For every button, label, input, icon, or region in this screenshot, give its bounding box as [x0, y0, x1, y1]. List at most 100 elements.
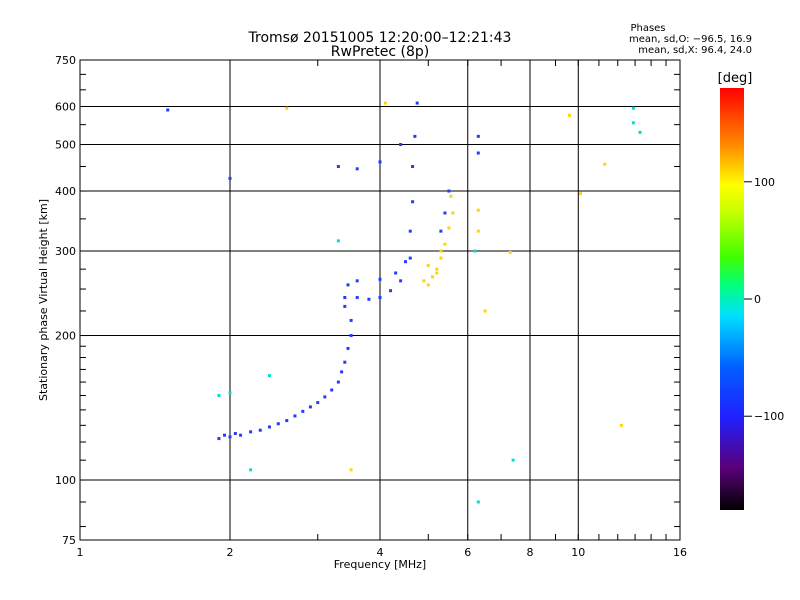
- data-point: [411, 164, 415, 168]
- y-tick-label: 75: [62, 534, 76, 547]
- data-point: [408, 229, 412, 233]
- y-tick-label: 400: [55, 185, 76, 198]
- data-point: [276, 422, 280, 426]
- data-point: [258, 428, 262, 432]
- data-point: [228, 435, 232, 439]
- data-point: [166, 108, 170, 112]
- data-point: [378, 277, 382, 281]
- data-point: [217, 394, 221, 398]
- y-tick-label: 750: [55, 54, 76, 67]
- data-point: [631, 106, 635, 110]
- x-tick-labels: 1 2 4 6 8 10 16: [77, 546, 688, 559]
- axis-ticks: [79, 59, 681, 540]
- data-point: [439, 229, 443, 233]
- chart-title: Tromsø 20151005 12:20:00–12:21:43: [248, 30, 512, 46]
- data-point: [340, 370, 344, 374]
- data-point: [394, 271, 398, 275]
- data-point: [443, 211, 447, 215]
- colorbar-label: [deg]: [718, 71, 753, 86]
- data-point: [399, 279, 403, 283]
- data-point: [249, 430, 253, 434]
- data-point: [435, 267, 439, 271]
- y-tick-label: 100: [55, 474, 76, 487]
- x-axis-label: Frequency [MHz]: [334, 558, 426, 571]
- phases-o-stats: mean, sd,O: −96.5, 16.9: [629, 34, 752, 45]
- colorbar: [720, 88, 744, 510]
- phases-title: Phases: [630, 23, 665, 34]
- data-point: [508, 250, 512, 254]
- data-point: [367, 297, 371, 301]
- colorbar-tick-label: −100: [754, 410, 784, 423]
- data-point: [308, 405, 312, 409]
- data-point: [267, 374, 271, 378]
- colorbar-ticks: 100 0 −100: [744, 176, 784, 423]
- data-point: [378, 296, 382, 300]
- data-point: [267, 425, 271, 429]
- data-point: [228, 391, 232, 395]
- data-point: [431, 275, 435, 279]
- data-point: [631, 121, 635, 125]
- data-point: [355, 167, 359, 171]
- data-point: [619, 423, 623, 427]
- chart-subtitle: RwPretec (8p): [331, 44, 429, 60]
- x-tick-label: 1: [77, 546, 84, 559]
- data-point: [349, 468, 353, 472]
- data-point: [449, 194, 453, 198]
- data-point: [343, 304, 347, 308]
- data-point: [301, 409, 305, 413]
- data-point: [567, 113, 571, 117]
- x-tick-label: 2: [227, 546, 234, 559]
- data-point: [346, 283, 350, 287]
- data-point: [451, 211, 455, 215]
- colorbar-tick-label: 100: [754, 176, 775, 189]
- data-point: [383, 101, 387, 105]
- x-tick-label: 16: [673, 546, 687, 559]
- data-point: [293, 414, 297, 418]
- x-tick-label: 10: [571, 546, 585, 559]
- data-point: [378, 160, 382, 164]
- data-point: [426, 283, 430, 287]
- grid-lines: [80, 60, 680, 540]
- data-point: [476, 134, 480, 138]
- data-point: [223, 433, 227, 437]
- data-point: [473, 249, 477, 253]
- y-tick-label: 300: [55, 245, 76, 258]
- data-points: [166, 101, 642, 504]
- data-point: [439, 256, 443, 260]
- data-point: [511, 458, 515, 462]
- data-point: [603, 162, 607, 166]
- data-point: [355, 296, 359, 300]
- data-point: [439, 249, 443, 253]
- data-point: [447, 226, 451, 230]
- data-point: [476, 151, 480, 155]
- data-point: [447, 189, 451, 193]
- data-point: [415, 101, 419, 105]
- data-point: [343, 296, 347, 300]
- data-point: [638, 130, 642, 134]
- data-point: [330, 388, 334, 392]
- data-point: [476, 500, 480, 504]
- data-point: [399, 143, 403, 147]
- data-point: [443, 242, 447, 246]
- data-point: [217, 437, 221, 441]
- data-point: [483, 309, 487, 313]
- y-tick-labels: 75 100 200 300 400 500 600 750: [55, 54, 76, 547]
- data-point: [336, 164, 340, 168]
- y-tick-label: 200: [55, 330, 76, 343]
- data-point: [349, 318, 353, 322]
- data-point: [349, 334, 353, 338]
- data-point: [408, 256, 412, 260]
- data-point: [426, 263, 430, 267]
- data-point: [422, 279, 426, 283]
- phases-x-stats: mean, sd,X: 96.4, 24.0: [638, 45, 752, 56]
- data-point: [285, 106, 289, 110]
- data-point: [228, 176, 232, 180]
- y-tick-label: 500: [55, 139, 76, 152]
- data-point: [435, 271, 439, 275]
- data-point: [355, 279, 359, 283]
- data-point: [336, 380, 340, 384]
- data-point: [233, 432, 237, 436]
- y-axis-label: Stationary phase Virtual Height [km]: [37, 199, 50, 401]
- data-point: [411, 200, 415, 204]
